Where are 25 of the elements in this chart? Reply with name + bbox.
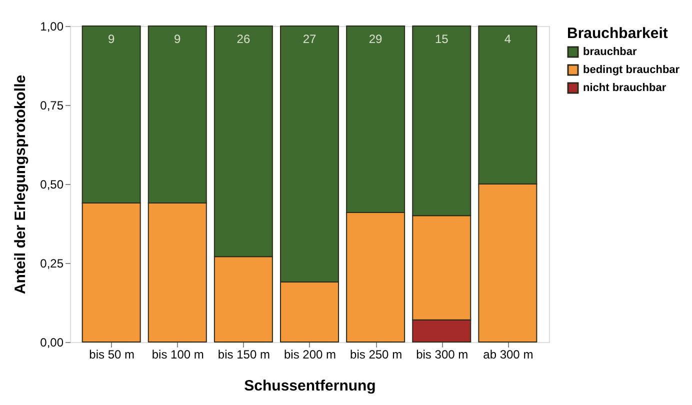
y-tick-label: 1,00 xyxy=(40,20,64,34)
annotation: 15 xyxy=(434,32,449,46)
annotation: 27 xyxy=(302,32,316,46)
x-axis-title: Schussentfernung xyxy=(244,378,376,394)
y-tick-label: 0,50 xyxy=(40,178,64,192)
x-tick-label: bis 50 m xyxy=(89,348,135,362)
annotation: 26 xyxy=(236,32,250,46)
y-tick-label: 0,75 xyxy=(40,98,64,112)
annotation: 4 xyxy=(504,32,512,46)
y-tick-label: 0,25 xyxy=(40,256,64,270)
legend-label: brauchbar xyxy=(583,46,638,58)
annotation: 9 xyxy=(108,32,115,46)
legend-title: Brauchbarkeit xyxy=(567,25,668,42)
y-axis-title: Anteil der Erlegungsprotokolle xyxy=(12,74,30,294)
annotation: 29 xyxy=(368,32,383,46)
annotation: 9 xyxy=(174,32,182,46)
x-tick-label: bis 200 m xyxy=(284,348,336,362)
x-tick-label: bis 150 m xyxy=(218,348,270,362)
x-tick-label: bis 300 m xyxy=(416,348,468,362)
y-tick-label: 0,00 xyxy=(40,336,64,350)
legend-label: bedingt brauchbar xyxy=(583,64,680,76)
x-tick-label: bis 100 m xyxy=(152,348,204,362)
legend-label: nicht brauchbar xyxy=(583,82,667,94)
x-tick-label: ab 300 m xyxy=(483,348,534,362)
x-tick-label: bis 250 m xyxy=(350,348,402,362)
